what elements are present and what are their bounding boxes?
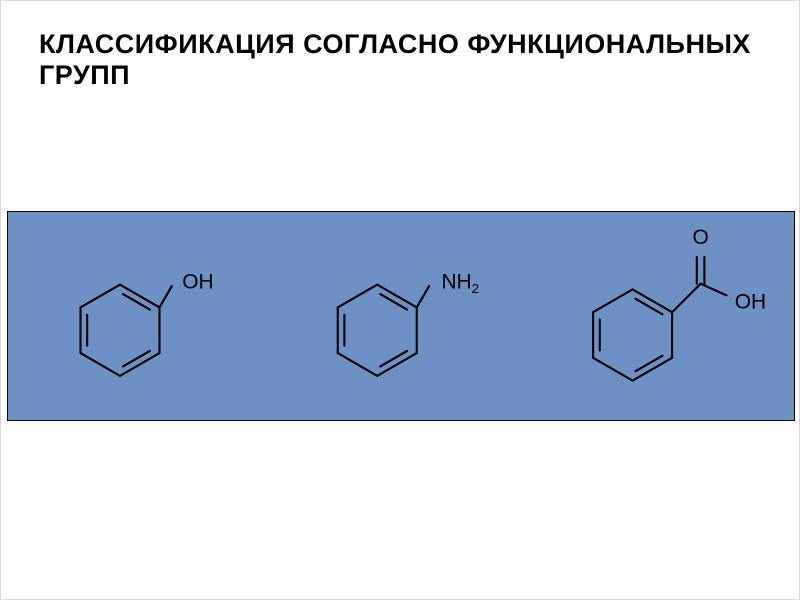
molecule-panel: OH NH2 O OH (7, 211, 795, 421)
molecule-phenol: OH (19, 221, 259, 411)
slide: КЛАССИФИКАЦИЯ СОГЛАСНО ФУНКЦИОНАЛЬНЫХ ГР… (0, 0, 800, 600)
slide-title: КЛАССИФИКАЦИЯ СОГЛАСНО ФУНКЦИОНАЛЬНЫХ ГР… (39, 29, 759, 91)
svg-text:NH2: NH2 (441, 270, 479, 296)
svg-text:OH: OH (182, 270, 213, 293)
molecule-benzoic-acid: O OH (543, 221, 783, 411)
svg-text:O: O (692, 226, 708, 249)
svg-text:OH: OH (735, 290, 766, 313)
molecule-aniline: NH2 (281, 221, 521, 411)
